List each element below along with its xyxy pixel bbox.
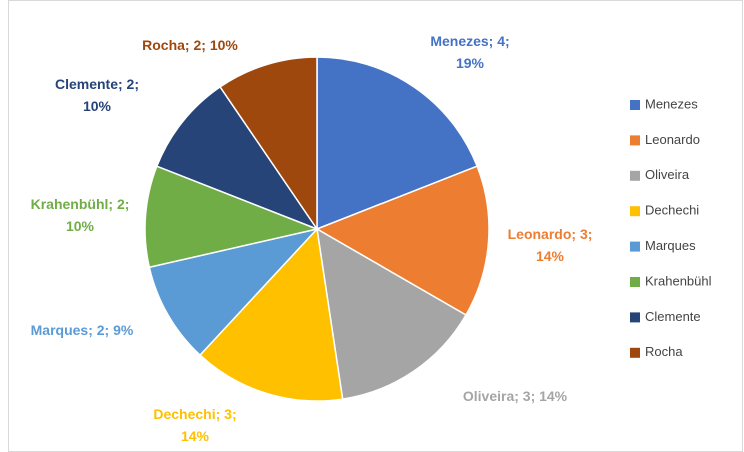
legend-label: Krahenbühl: [645, 273, 712, 288]
legend-swatch: [630, 277, 640, 287]
pie-slice: [148, 227, 320, 357]
legend-label: Marques: [645, 238, 696, 253]
legend-swatch: [630, 206, 640, 217]
data-label: Marques; 2; 9%: [30, 322, 134, 338]
pie-slice: [198, 227, 344, 402]
data-label: Rocha; 2; 10%: [142, 37, 238, 53]
legend-swatch: [630, 170, 640, 181]
data-label: Dechechi; 3; 14%: [153, 406, 237, 444]
data-label: Clemente; 2; 10%: [54, 76, 140, 114]
legend-swatch: [630, 241, 640, 252]
legend-label: Menezes: [645, 96, 698, 111]
pie-slice: [316, 227, 467, 400]
data-label: Krahenbühl; 2; 10%: [30, 196, 130, 234]
legend-swatch: [630, 135, 640, 146]
legend-swatch: [630, 100, 640, 110]
data-label: Menezes; 4; 19%: [430, 33, 510, 71]
legend-label: Oliveira: [645, 167, 690, 182]
legend-label: Clemente: [645, 309, 701, 324]
pie-slice: [315, 165, 490, 317]
legend-label: Rocha: [645, 344, 683, 359]
legend-label: Leonardo: [645, 132, 700, 147]
pie-slice: [219, 56, 318, 232]
pie-slice: [316, 56, 479, 231]
pie-slice: [155, 85, 319, 231]
legend-label: Dechechi: [645, 203, 699, 218]
data-label: Oliveira; 3; 14%: [462, 388, 568, 404]
pie-slice: [144, 165, 320, 269]
legend-swatch: [630, 347, 640, 358]
legend-swatch: [630, 312, 640, 323]
data-label: Leonardo; 3; 14%: [507, 226, 593, 264]
